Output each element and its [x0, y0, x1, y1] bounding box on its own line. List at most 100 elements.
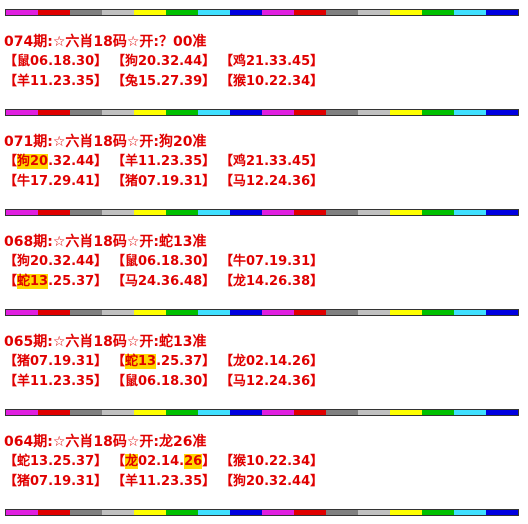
bar-segment [486, 410, 518, 415]
highlight-text: 狗20 [17, 154, 49, 169]
bar-segment [262, 410, 294, 415]
bar-segment [230, 410, 262, 415]
item-text: 【马24.36.48】 [112, 274, 216, 289]
bar-segment [294, 110, 326, 115]
block-title: 068期:☆六肖18码☆开:蛇13准 [4, 234, 207, 250]
color-bar [5, 9, 519, 16]
bar-segment [454, 410, 486, 415]
bar-segment [422, 210, 454, 215]
item-row: 【猪07.19.31】 【羊11.23.35】 【狗20.32.44】 [4, 472, 328, 492]
bar-segment [358, 210, 390, 215]
color-bar [5, 409, 519, 416]
bar-segment [326, 10, 358, 15]
color-bar [5, 309, 519, 316]
bar-segment [358, 410, 390, 415]
bar-segment [422, 310, 454, 315]
item: 【蛇13.25.37】 [4, 452, 112, 472]
bar-segment [390, 210, 422, 215]
item-text: 【鼠06.18.30】 [112, 254, 216, 269]
bar-segment [166, 10, 198, 15]
bar-segment [262, 310, 294, 315]
item: 【牛17.29.41】 [4, 172, 112, 192]
item-text: 【狗20.32.44】 [4, 254, 108, 269]
bar-segment [6, 110, 38, 115]
item-row: 【鼠06.18.30】 【狗20.32.44】 【鸡21.33.45】 [4, 52, 328, 72]
bar-segment [294, 310, 326, 315]
item: 【羊11.23.35】 [112, 472, 220, 492]
item-row: 【牛17.29.41】 【猪07.19.31】 【马12.24.36】 [4, 172, 328, 192]
bar-segment [38, 410, 70, 415]
item: 【鼠06.18.30】 [4, 52, 112, 72]
bar-segment [262, 210, 294, 215]
item-text: 】 [202, 454, 216, 469]
item-row: 【蛇13.25.37】 【马24.36.48】 【龙14.26.38】 [4, 272, 328, 292]
bar-segment [358, 110, 390, 115]
bar-segment [6, 210, 38, 215]
bar-segment [198, 110, 230, 115]
item-text: 【猴10.22.34】 [220, 74, 324, 89]
bar-segment [486, 210, 518, 215]
item: 【鸡21.33.45】 [220, 52, 328, 72]
item-text: 【狗20.32.44】 [112, 54, 216, 69]
item-text: 【 [112, 354, 126, 369]
bar-segment [422, 10, 454, 15]
highlight-text: 龙 [125, 454, 139, 469]
bar-segment [326, 510, 358, 515]
bar-segment [70, 210, 102, 215]
bar-segment [166, 510, 198, 515]
item: 【鼠06.18.30】 [112, 252, 220, 272]
item-text: 【羊11.23.35】 [112, 154, 216, 169]
bar-segment [6, 310, 38, 315]
bar-segment [390, 310, 422, 315]
bar-segment [102, 110, 134, 115]
bar-segment [230, 510, 262, 515]
item-text: 【龙14.26.38】 [220, 274, 324, 289]
item: 【羊11.23.35】 [4, 372, 112, 392]
bar-segment [6, 10, 38, 15]
item-text: 【 [112, 454, 126, 469]
bar-segment [166, 410, 198, 415]
item-text: .25.37】 [156, 354, 216, 369]
bar-segment [166, 110, 198, 115]
bar-segment [70, 410, 102, 415]
color-bar [5, 109, 519, 116]
bar-segment [230, 110, 262, 115]
bar-segment [102, 210, 134, 215]
item: 【鸡21.33.45】 [220, 152, 328, 172]
bar-segment [294, 410, 326, 415]
item: 【龙14.26.38】 [220, 272, 328, 292]
bar-segment [422, 410, 454, 415]
bar-segment [454, 510, 486, 515]
bar-segment [102, 510, 134, 515]
bar-segment [486, 510, 518, 515]
bar-segment [454, 310, 486, 315]
bar-segment [230, 10, 262, 15]
block-title: 065期:☆六肖18码☆开:蛇13准 [4, 334, 207, 350]
item-text: .25.37】 [48, 274, 108, 289]
item-text: 【鼠06.18.30】 [112, 374, 216, 389]
color-bar [5, 509, 519, 516]
item-text: 【牛07.19.31】 [220, 254, 324, 269]
bar-segment [6, 410, 38, 415]
item: 【猪07.19.31】 [4, 352, 112, 372]
item: 【马24.36.48】 [112, 272, 220, 292]
bar-segment [454, 210, 486, 215]
item: 【马12.24.36】 [220, 172, 328, 192]
bar-segment [102, 310, 134, 315]
item-text: 【羊11.23.35】 [112, 474, 216, 489]
bar-segment [486, 10, 518, 15]
bar-segment [102, 410, 134, 415]
item-text: 【猪07.19.31】 [112, 174, 216, 189]
bar-segment [262, 510, 294, 515]
item-text: 【猪07.19.31】 [4, 354, 108, 369]
bar-segment [198, 510, 230, 515]
item: 【狗20.32.44】 [4, 152, 112, 172]
bar-segment [422, 510, 454, 515]
bar-segment [422, 110, 454, 115]
bar-segment [70, 510, 102, 515]
item-row: 【狗20.32.44】 【鼠06.18.30】 【牛07.19.31】 [4, 252, 328, 272]
item-text: 【龙02.14.26】 [220, 354, 324, 369]
bar-segment [486, 110, 518, 115]
block-title: 074期:☆六肖18码☆开:？00准 [4, 34, 207, 50]
